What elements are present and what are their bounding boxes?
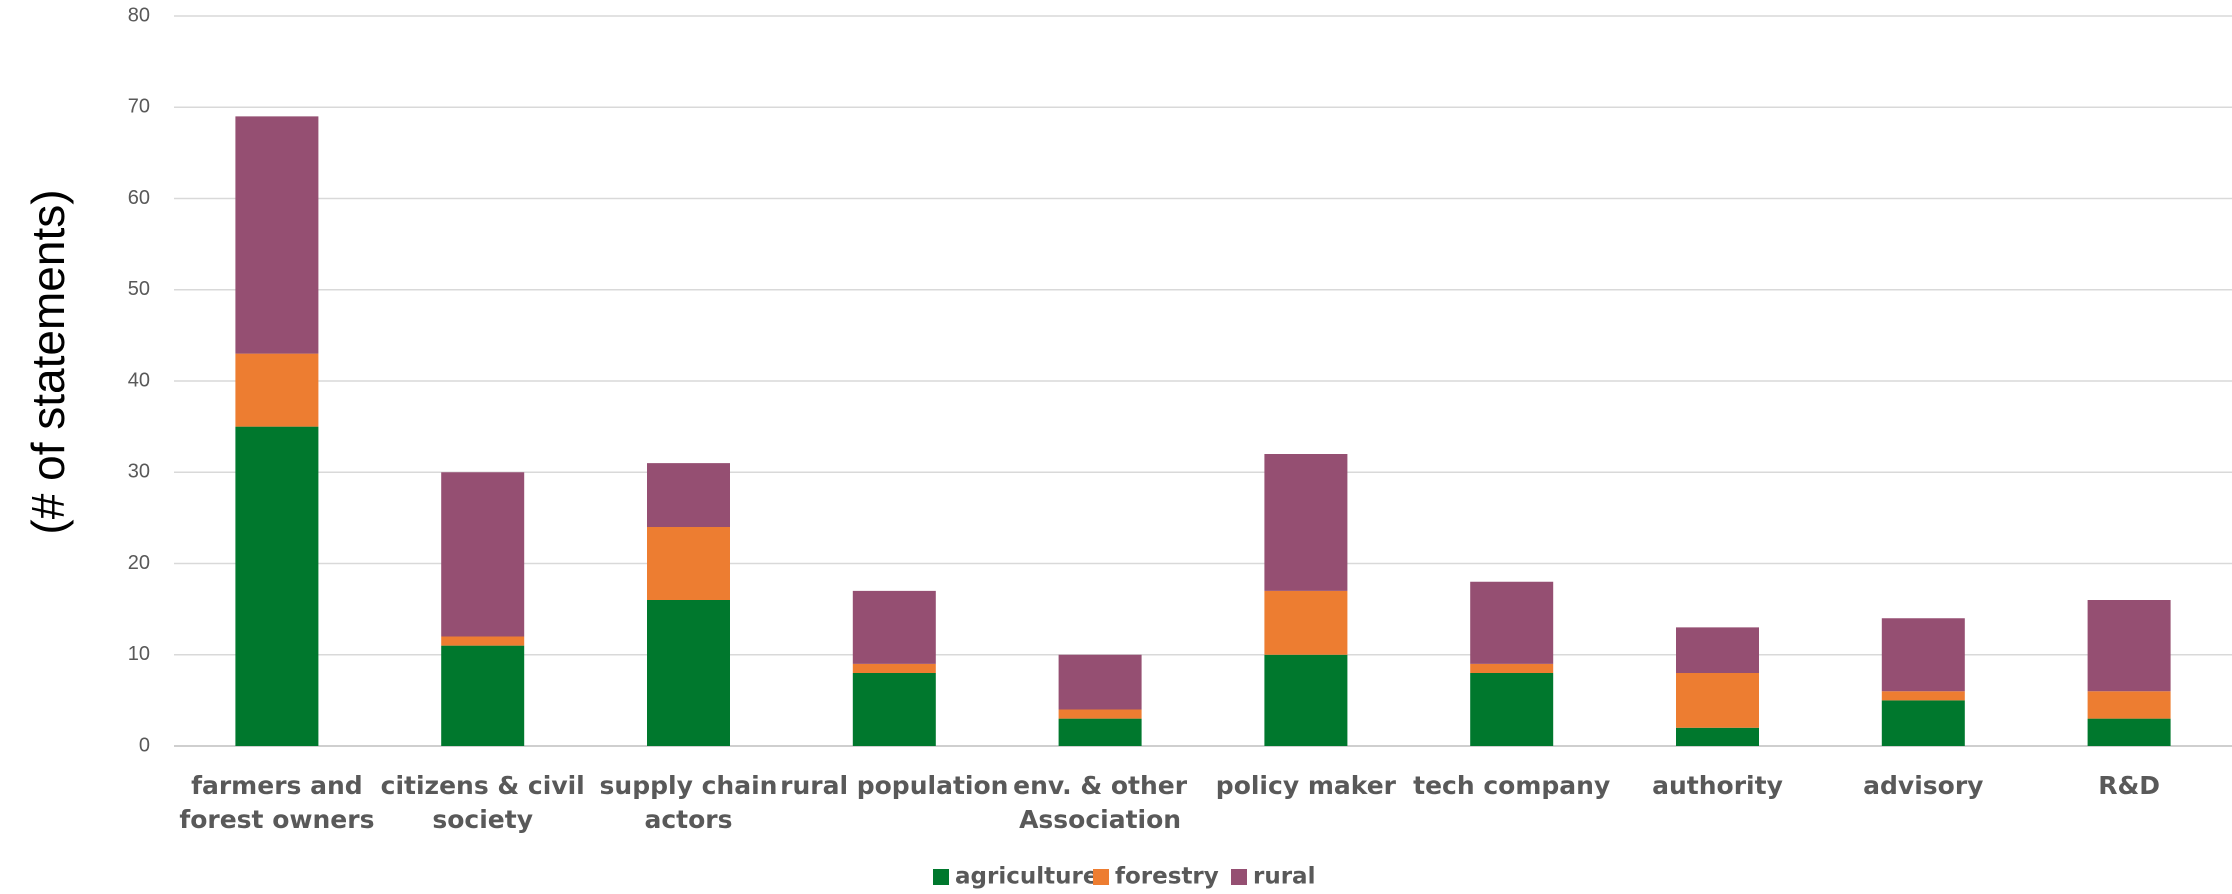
bar-forestry bbox=[1058, 709, 1142, 719]
bar-agriculture bbox=[647, 600, 730, 746]
y-tick-label: 0 bbox=[139, 734, 150, 756]
bar-agriculture bbox=[1881, 700, 1965, 746]
bar-rural bbox=[1264, 454, 1348, 591]
y-axis-label: (# of statements) bbox=[22, 189, 74, 534]
legend-label: rural bbox=[1253, 864, 1315, 890]
bar-rural bbox=[647, 463, 730, 527]
legend-swatch-rural bbox=[1231, 869, 1247, 885]
bar-forestry bbox=[2087, 691, 2171, 719]
legend-label: agriculture bbox=[955, 864, 1098, 890]
bar-agriculture bbox=[2087, 718, 2171, 746]
bar-forestry bbox=[1264, 590, 1348, 655]
bar-forestry bbox=[852, 663, 936, 673]
y-tick-label: 10 bbox=[128, 643, 150, 665]
bar-forestry bbox=[441, 636, 525, 646]
bar-forestry bbox=[647, 527, 730, 600]
y-tick-label: 30 bbox=[128, 461, 150, 483]
y-tick-label: 20 bbox=[128, 552, 150, 574]
x-category-label: env. & other Association bbox=[1013, 771, 1188, 834]
bar-rural bbox=[2087, 600, 2171, 692]
bar-agriculture bbox=[852, 673, 936, 746]
bar-rural bbox=[1881, 618, 1965, 692]
y-tick-label: 80 bbox=[128, 4, 150, 26]
legend-swatch-forestry bbox=[1093, 869, 1109, 885]
bar-forestry bbox=[1470, 663, 1554, 673]
legend-label: forestry bbox=[1115, 864, 1219, 890]
x-category-label: authority bbox=[1652, 771, 1783, 800]
y-tick-label: 60 bbox=[128, 187, 150, 209]
bars bbox=[235, 116, 2171, 746]
x-category-label: supply chain actors bbox=[600, 771, 778, 834]
bar-rural bbox=[235, 116, 319, 354]
bar-agriculture bbox=[441, 645, 525, 746]
x-category-label: rural population bbox=[780, 771, 1008, 800]
x-category-label: tech company bbox=[1413, 771, 1610, 800]
y-tick-label: 40 bbox=[128, 369, 150, 391]
bar-forestry bbox=[235, 353, 319, 427]
x-category-label: citizens & civil society bbox=[381, 771, 585, 834]
bar-agriculture bbox=[1676, 727, 1759, 746]
y-tick-label: 50 bbox=[128, 278, 150, 300]
bar-rural bbox=[1058, 654, 1142, 710]
bar-rural bbox=[441, 472, 525, 637]
bar-forestry bbox=[1676, 673, 1759, 728]
y-tick-label: 70 bbox=[128, 96, 150, 118]
bar-rural bbox=[1676, 627, 1759, 673]
x-category-label: advisory bbox=[1863, 771, 1983, 800]
bar-rural bbox=[1470, 581, 1554, 664]
bar-rural bbox=[852, 590, 936, 664]
bar-agriculture bbox=[235, 426, 319, 746]
bar-forestry bbox=[1881, 691, 1965, 701]
x-category-label: R&D bbox=[2098, 771, 2160, 800]
y-axis-tick-labels: 0 10 20 30 40 50 60 70 80 bbox=[128, 4, 150, 756]
bar-agriculture bbox=[1264, 654, 1348, 746]
x-category-label: policy maker bbox=[1216, 771, 1397, 800]
bar-agriculture bbox=[1058, 718, 1142, 746]
legend-swatch-agriculture bbox=[933, 869, 949, 885]
x-category-label: farmers and forest owners bbox=[179, 771, 374, 834]
legend: agriculture forestry rural bbox=[933, 864, 1315, 890]
bar-agriculture bbox=[1470, 673, 1554, 746]
